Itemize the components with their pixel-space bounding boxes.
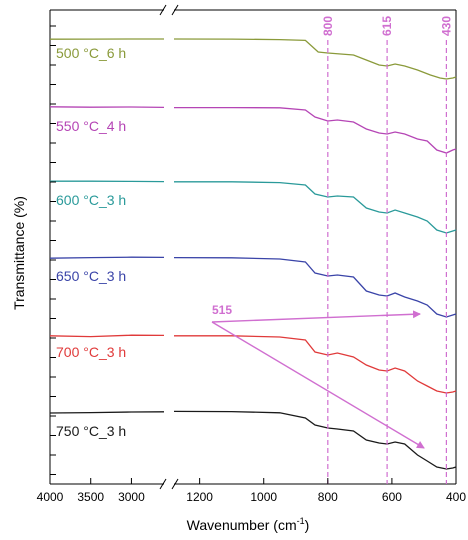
series-line-left-4: [49, 334, 165, 338]
x-axis-label-close: ): [305, 517, 310, 533]
series-line-right-2: [174, 181, 457, 234]
series-layer: [49, 38, 457, 470]
series-label-3: 650 °C_3 h: [56, 268, 126, 284]
reference-line-layer: 800 615 430: [321, 16, 453, 484]
series-line-left-3: [49, 256, 165, 259]
series-label-5: 750 °C_3 h: [56, 423, 126, 439]
series-label-0: 500 °C_6 h: [56, 45, 126, 61]
x-tick-label: 400: [446, 490, 466, 504]
x-axis-label-superscript: -1: [297, 516, 305, 526]
series-line-right-5: [173, 410, 457, 470]
axis-break-mark-bottom-b: [171, 478, 179, 490]
x-tick-label: 800: [318, 490, 338, 504]
series-line-right-1: [174, 106, 457, 154]
reference-line-label-800: 800: [321, 16, 335, 36]
series-label-2: 600 °C_3 h: [56, 192, 126, 208]
plot-frame: [49, 4, 457, 490]
series-label-4: 700 °C_3 h: [56, 344, 126, 360]
x-tick-label: 1000: [250, 490, 277, 504]
series-line-right-3: [173, 256, 457, 318]
x-tick-label: 4000: [37, 490, 64, 504]
x-tick-label: 1200: [186, 490, 213, 504]
axis-break-mark-top-b: [171, 4, 179, 16]
x-tick-label: 3500: [77, 490, 104, 504]
annotation-layer: 515: [211, 303, 425, 449]
series-label-1: 550 °C_4 h: [56, 118, 126, 134]
series-line-left-5: [49, 411, 165, 414]
axis-layer: 4000 3500 3000 1200 1000 800 600 400: [37, 25, 466, 504]
annotation-arrow-upper: [211, 310, 421, 323]
x-tick-label: 3000: [118, 490, 145, 504]
x-axis-label-main: Wavenumber (cm: [187, 517, 297, 533]
reference-line-label-615: 615: [380, 16, 394, 36]
x-axis-label: Wavenumber (cm-1): [187, 516, 310, 533]
y-axis-label: Transmittance (%): [11, 196, 27, 310]
series-label-layer: 500 °C_6 h 550 °C_4 h 600 °C_3 h 650 °C_3 h…: [56, 45, 126, 439]
annotation-arrow-lower: [211, 321, 425, 449]
series-line-right-4: [174, 335, 457, 394]
x-tick-label: 600: [382, 490, 402, 504]
reference-line-label-430: 430: [439, 16, 453, 36]
annotation-label-515: 515: [212, 303, 232, 317]
axis-break-mark-top-a: [159, 4, 167, 16]
series-line-left-1: [49, 106, 165, 109]
axis-break-mark-bottom-a: [159, 478, 167, 490]
series-line-right-0: [173, 38, 457, 80]
